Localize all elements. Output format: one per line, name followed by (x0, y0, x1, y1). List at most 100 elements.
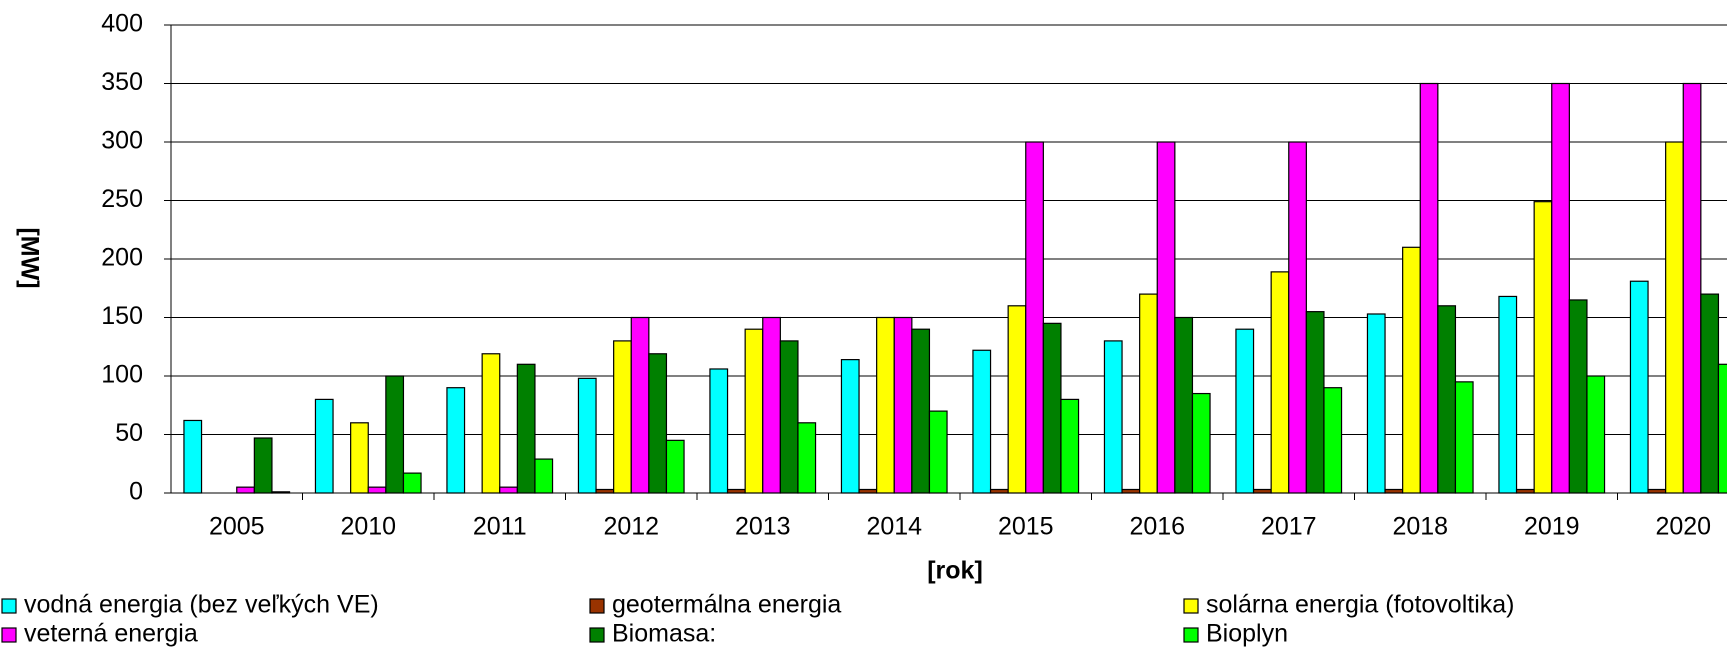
bar (1498, 295, 1518, 494)
bar (893, 316, 913, 494)
bar (534, 458, 554, 494)
bar (253, 437, 273, 494)
bar (516, 363, 536, 494)
x-tick-label: 2015 (998, 513, 1054, 541)
bar (183, 419, 203, 494)
legend-swatch (1, 627, 17, 643)
bar (972, 349, 992, 494)
bar (797, 422, 817, 494)
bar (1586, 375, 1606, 494)
legend-label: geotermálna energia (612, 591, 841, 619)
legend-swatch (589, 627, 605, 643)
bar (648, 353, 668, 494)
bar (1042, 322, 1062, 494)
legend-swatch (589, 598, 605, 614)
bar (1533, 201, 1553, 494)
y-tick-label: 400 (101, 10, 143, 38)
bar (1454, 381, 1474, 494)
bar (1025, 141, 1044, 494)
bar (1717, 363, 1727, 494)
bar (1323, 387, 1343, 494)
legend-label: Biomasa: (612, 620, 716, 648)
y-tick-label: 300 (101, 127, 143, 155)
legend-swatch (1183, 627, 1199, 643)
bar (1665, 141, 1684, 494)
bar (577, 377, 597, 494)
bar (1060, 398, 1080, 494)
bar (1235, 328, 1255, 494)
x-tick-label: 2020 (1655, 513, 1711, 541)
bar (1191, 392, 1211, 494)
bar (1305, 311, 1325, 494)
legend-swatch (1, 598, 17, 614)
x-tick-label: 2013 (735, 513, 791, 541)
bar (236, 486, 255, 494)
bar (1682, 82, 1702, 494)
bar (446, 387, 466, 494)
bar (613, 340, 632, 494)
bar (928, 410, 948, 494)
x-tick-label: 2012 (603, 513, 659, 541)
y-tick-label: 350 (101, 68, 143, 96)
x-tick-label: 2017 (1261, 513, 1317, 541)
bar (1402, 246, 1421, 494)
y-tick-label: 50 (115, 419, 143, 447)
y-tick-label: 100 (101, 361, 143, 389)
x-tick-label: 2016 (1129, 513, 1185, 541)
bar (1121, 488, 1141, 494)
bar (595, 488, 615, 494)
x-tick-label: 2019 (1524, 513, 1580, 541)
bar (481, 353, 501, 494)
bar (350, 422, 369, 494)
bar (876, 316, 895, 494)
bar (1568, 299, 1588, 494)
bar (709, 368, 729, 494)
bar (630, 316, 650, 494)
bar (1156, 141, 1176, 494)
legend-swatch (1183, 598, 1199, 614)
bar (858, 488, 878, 494)
x-tick-label: 2005 (209, 513, 265, 541)
bar (1551, 82, 1570, 494)
y-axis-title: [MW] (15, 227, 43, 288)
bar (1515, 488, 1535, 494)
bar (989, 488, 1009, 494)
bar (1007, 305, 1027, 494)
bar (665, 439, 685, 494)
legend-label: veterná energia (24, 620, 198, 648)
y-tick-label: 150 (101, 302, 143, 330)
bar (314, 398, 334, 494)
bar (271, 491, 291, 494)
bar (1252, 488, 1272, 494)
x-tick-label: 2010 (340, 513, 396, 541)
bar (1419, 82, 1439, 494)
bar (1647, 488, 1667, 494)
y-tick-label: 250 (101, 185, 143, 213)
legend-label: solárna energia (fotovoltika) (1206, 591, 1515, 619)
bar (779, 340, 799, 494)
bar (726, 488, 746, 494)
bar (385, 375, 405, 494)
bar (499, 486, 518, 494)
legend-label: Bioplyn (1206, 620, 1288, 648)
bar (1629, 280, 1649, 494)
y-tick-label: 0 (129, 478, 143, 506)
bar (367, 486, 387, 494)
bar (840, 359, 860, 494)
legend-label: vodná energia (bez veľkých VE) (24, 591, 379, 619)
bar (1288, 141, 1307, 494)
y-tick-label: 200 (101, 244, 143, 272)
x-tick-label: 2011 (473, 513, 527, 541)
bar (402, 472, 422, 494)
bar (911, 328, 931, 494)
bar (1270, 271, 1290, 494)
bar (744, 328, 764, 494)
bar (1139, 293, 1158, 494)
bar (762, 316, 781, 494)
bar (1437, 305, 1457, 494)
bar (1366, 313, 1386, 494)
bar (1174, 316, 1194, 494)
bar (1103, 340, 1123, 494)
bar (1384, 488, 1404, 494)
